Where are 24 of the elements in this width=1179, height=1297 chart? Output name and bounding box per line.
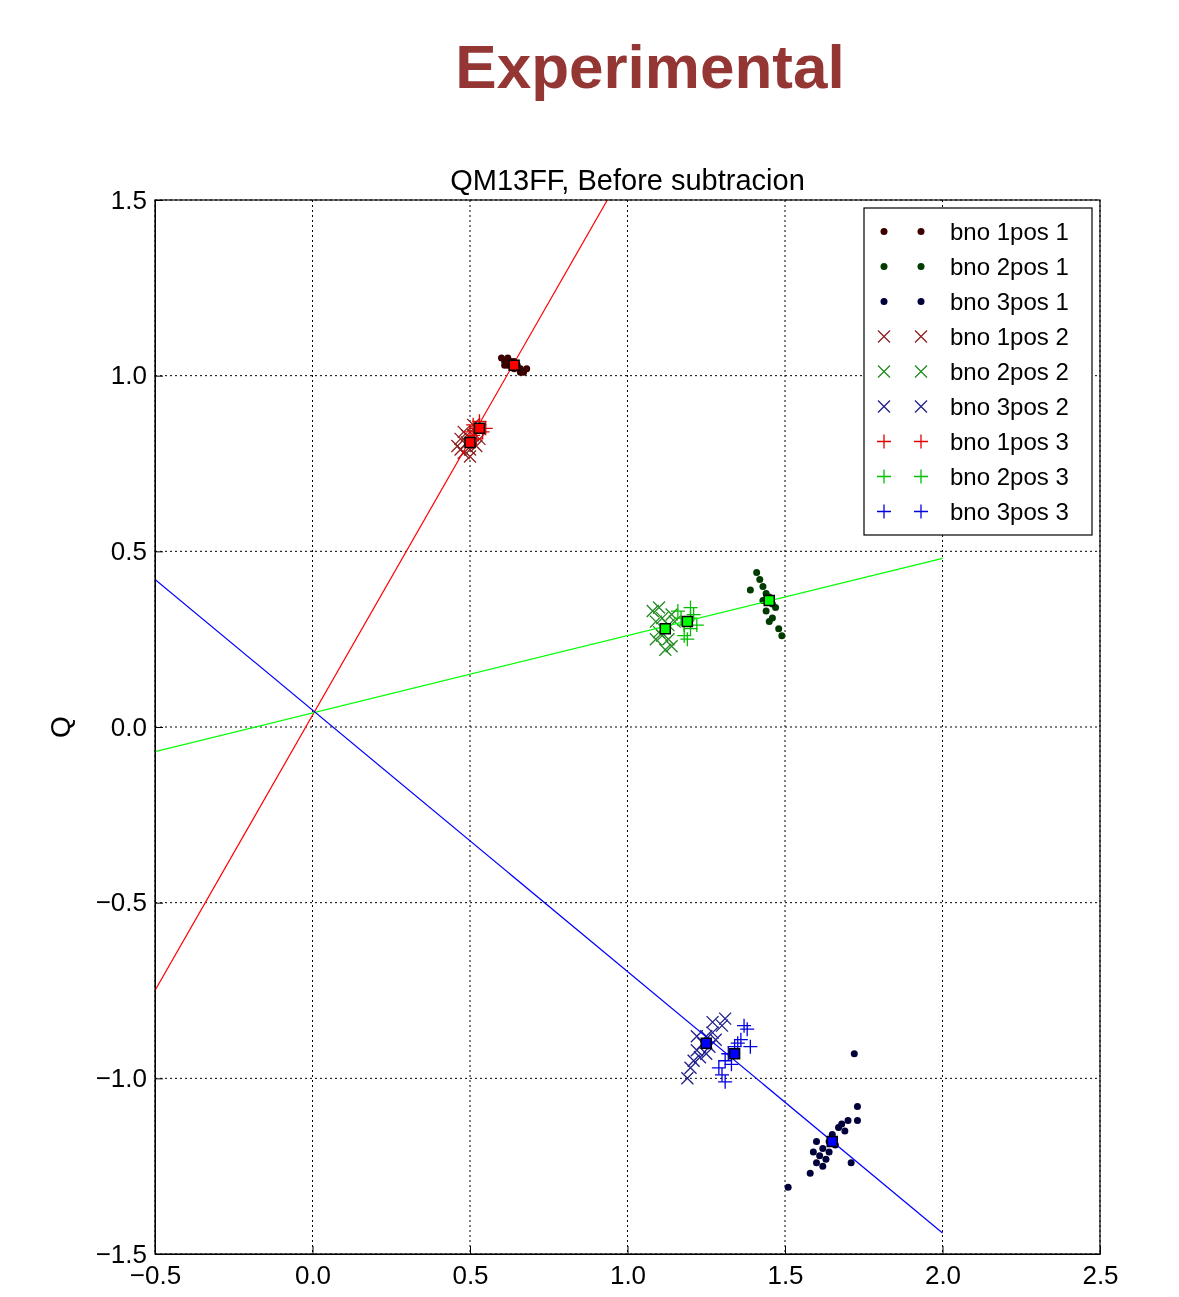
legend-label: bno 1pos 2 (950, 322, 1069, 350)
x-tick-label: 2.5 (1082, 1260, 1119, 1291)
x-tick-label: 1.0 (609, 1260, 647, 1291)
y-axis-title: Q (45, 716, 76, 738)
x-tick-label: 1.5 (767, 1260, 804, 1291)
chart-subtitle: QM13FF, Before subtracion (450, 164, 805, 196)
legend-label: bno 2pos 2 (950, 357, 1069, 385)
x-tick-label: 0.0 (294, 1260, 332, 1291)
legend-label: bno 1pos 3 (950, 427, 1069, 455)
x-tick-label: 0.5 (452, 1260, 489, 1291)
legend-label: bno 2pos 1 (950, 252, 1069, 280)
legend-label: bno 3pos 1 (950, 287, 1069, 315)
y-tick-label: 0.0 (110, 711, 147, 742)
legend-label: bno 3pos 3 (950, 497, 1069, 525)
y-tick-label: −1.0 (95, 1063, 147, 1094)
chart-title: Experimental (455, 32, 845, 101)
y-tick-label: 1.0 (110, 360, 147, 391)
y-tick-label: −0.5 (95, 887, 147, 918)
x-tick-label: 2.0 (924, 1260, 962, 1291)
y-tick-label: 0.5 (110, 536, 147, 567)
y-tick-label: 1.5 (110, 184, 147, 215)
legend-label: bno 2pos 3 (950, 462, 1069, 490)
legend-label: bno 1pos 1 (950, 217, 1069, 245)
legend-label: bno 3pos 2 (950, 392, 1069, 420)
